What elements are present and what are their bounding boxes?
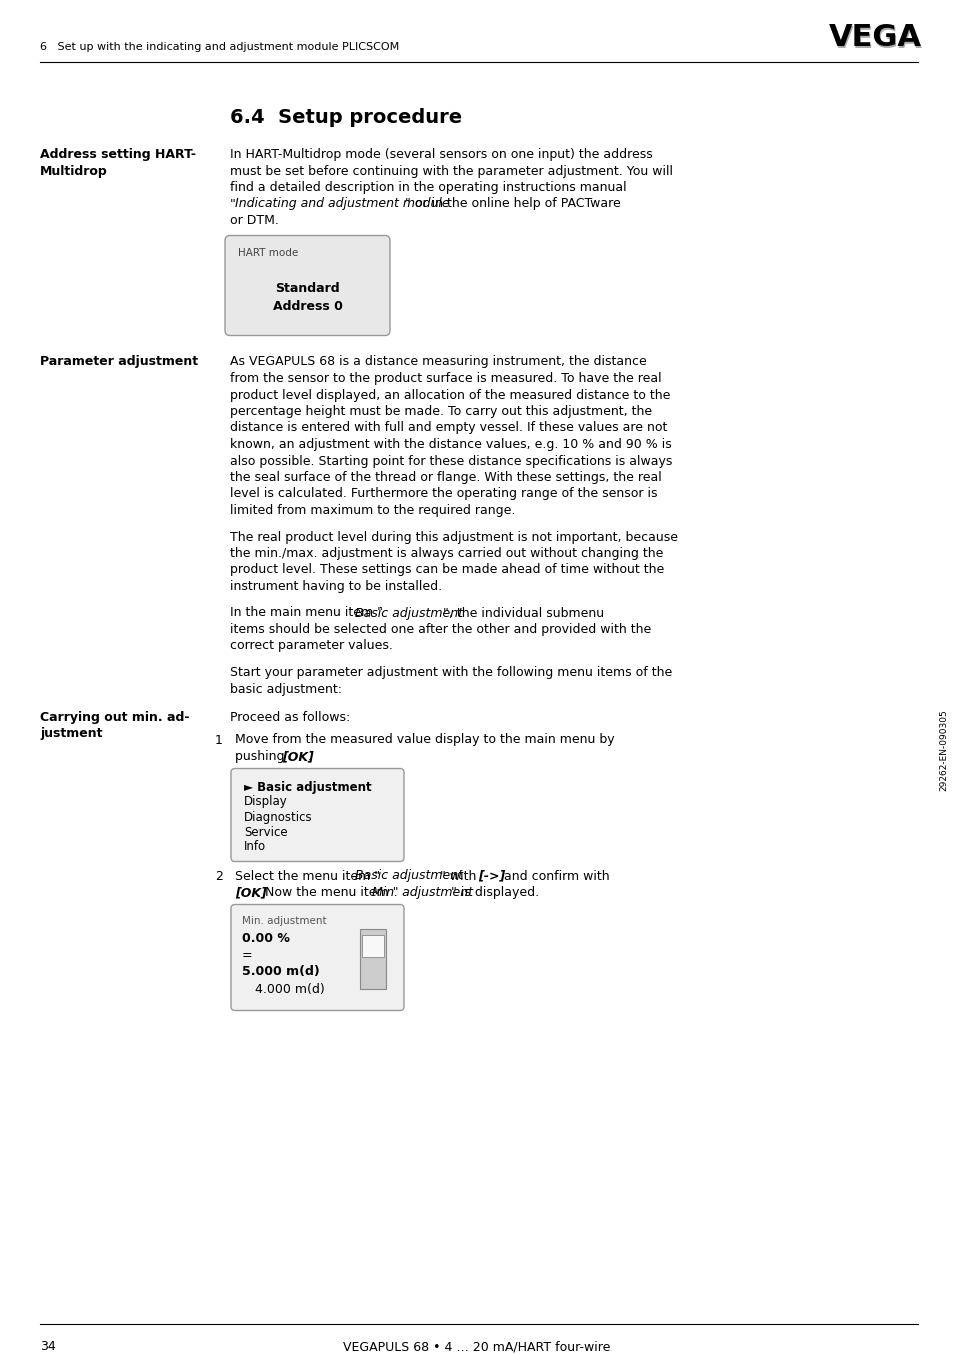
Text: basic adjustment:: basic adjustment: (230, 682, 341, 696)
Text: Service: Service (244, 826, 287, 838)
Text: Proceed as follows:: Proceed as follows: (230, 711, 350, 724)
Text: Min. adjustment: Min. adjustment (242, 915, 326, 926)
Text: and confirm with: and confirm with (499, 869, 609, 883)
Bar (361, 934, 384, 956)
Text: ": " (230, 198, 235, 210)
FancyBboxPatch shape (231, 904, 403, 1010)
Text: Start your parameter adjustment with the following menu items of the: Start your parameter adjustment with the… (230, 666, 672, 678)
Text: 5.000 m(d): 5.000 m(d) (242, 965, 319, 979)
Text: 6   Set up with the indicating and adjustment module PLICSCOM: 6 Set up with the indicating and adjustm… (40, 42, 399, 51)
Text: Carrying out min. ad-: Carrying out min. ad- (40, 711, 190, 724)
FancyBboxPatch shape (231, 769, 403, 861)
Text: Min. adjustment: Min. adjustment (372, 886, 473, 899)
Bar (359, 929, 386, 988)
Text: =: = (242, 949, 253, 963)
Text: Indicating and adjustment module: Indicating and adjustment module (235, 198, 450, 210)
Text: Diagnostics: Diagnostics (244, 811, 313, 823)
Text: 29262-EN-090305: 29262-EN-090305 (939, 709, 947, 791)
Text: In the main menu item ": In the main menu item " (230, 607, 382, 620)
Text: 0.00 %: 0.00 % (242, 933, 290, 945)
Text: pushing: pushing (234, 750, 288, 764)
Text: VEGA: VEGA (827, 23, 921, 53)
Text: [OK]: [OK] (282, 750, 314, 764)
Text: product level displayed, an allocation of the measured distance to the: product level displayed, an allocation o… (230, 389, 670, 402)
Text: Address 0: Address 0 (273, 301, 342, 314)
Text: known, an adjustment with the distance values, e.g. 10 % and 90 % is: known, an adjustment with the distance v… (230, 437, 671, 451)
Text: Address setting HART-: Address setting HART- (40, 148, 195, 161)
Text: level is calculated. Furthermore the operating range of the sensor is: level is calculated. Furthermore the ope… (230, 487, 657, 501)
Text: In HART-Multidrop mode (several sensors on one input) the address: In HART-Multidrop mode (several sensors … (230, 148, 652, 161)
Text: VEGAPULS 68 • 4 … 20 mA/HART four-wire: VEGAPULS 68 • 4 … 20 mA/HART four-wire (343, 1340, 610, 1353)
Text: Info: Info (244, 841, 266, 853)
Text: 6.4  Setup procedure: 6.4 Setup procedure (230, 108, 461, 127)
Text: items should be selected one after the other and provided with the: items should be selected one after the o… (230, 623, 651, 636)
Text: HART mode: HART mode (237, 249, 298, 259)
Text: must be set before continuing with the parameter adjustment. You will: must be set before continuing with the p… (230, 164, 672, 177)
Text: Standard: Standard (274, 283, 339, 295)
Text: Multidrop: Multidrop (40, 164, 108, 177)
Text: ", the individual submenu: ", the individual submenu (442, 607, 603, 620)
Text: distance is entered with full and empty vessel. If these values are not: distance is entered with full and empty … (230, 421, 667, 435)
Text: find a detailed description in the operating instructions manual: find a detailed description in the opera… (230, 181, 626, 194)
Text: " with: " with (439, 869, 479, 883)
Text: Move from the measured value display to the main menu by: Move from the measured value display to … (234, 734, 614, 746)
Text: product level. These settings can be made ahead of time without the: product level. These settings can be mad… (230, 563, 663, 577)
Text: 2: 2 (214, 869, 223, 883)
Text: percentage height must be made. To carry out this adjustment, the: percentage height must be made. To carry… (230, 405, 652, 418)
Text: Basic adjustment: Basic adjustment (355, 869, 462, 883)
Text: As VEGAPULS 68 is a distance measuring instrument, the distance: As VEGAPULS 68 is a distance measuring i… (230, 356, 646, 368)
Text: 34: 34 (40, 1340, 55, 1353)
FancyBboxPatch shape (225, 236, 390, 336)
Text: limited from maximum to the required range.: limited from maximum to the required ran… (230, 504, 515, 517)
Text: Basic adjustment: Basic adjustment (355, 607, 463, 620)
Text: from the sensor to the product surface is measured. To have the real: from the sensor to the product surface i… (230, 372, 661, 385)
Text: instrument having to be installed.: instrument having to be installed. (230, 580, 441, 593)
Text: Select the menu item ": Select the menu item " (234, 869, 379, 883)
Text: correct parameter values.: correct parameter values. (230, 639, 393, 653)
Text: the seal surface of the thread or flange. With these settings, the real: the seal surface of the thread or flange… (230, 471, 661, 483)
Text: the min./max. adjustment is always carried out without changing the: the min./max. adjustment is always carri… (230, 547, 662, 561)
Text: or DTM.: or DTM. (230, 214, 278, 227)
Text: 1: 1 (214, 734, 223, 746)
Text: [OK]: [OK] (234, 886, 267, 899)
Text: 4.000 m(d): 4.000 m(d) (254, 983, 324, 995)
Text: Display: Display (244, 796, 288, 808)
Text: ► Basic adjustment: ► Basic adjustment (244, 780, 372, 793)
Text: " is displayed.: " is displayed. (451, 886, 538, 899)
Text: Parameter adjustment: Parameter adjustment (40, 356, 198, 368)
Text: VEGA: VEGA (829, 24, 923, 54)
Text: . Now the menu item ": . Now the menu item " (257, 886, 398, 899)
Text: justment: justment (40, 727, 102, 741)
Text: .: . (308, 750, 312, 764)
Text: also possible. Starting point for these distance specifications is always: also possible. Starting point for these … (230, 455, 672, 467)
Text: " or in the online help of PACTware: " or in the online help of PACTware (405, 198, 620, 210)
Text: The real product level during this adjustment is not important, because: The real product level during this adjus… (230, 531, 678, 543)
Text: [->]: [->] (477, 869, 504, 883)
